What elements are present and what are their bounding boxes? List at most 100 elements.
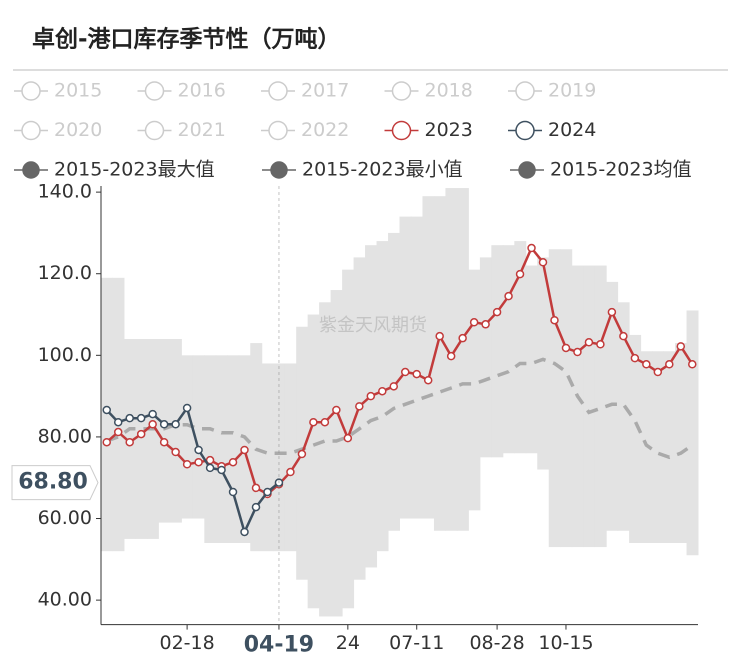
range-band [204, 355, 217, 543]
data-point [653, 367, 663, 377]
data-point [171, 447, 180, 457]
range-band [192, 355, 205, 519]
range-band [135, 339, 148, 539]
watermark: 紫金天风期货 [319, 315, 427, 336]
data-point [400, 367, 410, 377]
series-line [105, 405, 280, 536]
range-band [606, 281, 619, 531]
legend-label: 2024 [548, 119, 596, 141]
y-tick-label: 140.0 [38, 181, 92, 203]
y-tick-label: 60.00 [38, 507, 92, 529]
data-point [435, 331, 444, 341]
legend-marker [268, 120, 288, 141]
data-point [561, 343, 571, 353]
legend-label: 2018 [425, 80, 473, 102]
data-point [412, 369, 421, 379]
range-band [365, 245, 378, 568]
legend-label: 2015-2023最大值 [54, 159, 215, 181]
range-band [629, 334, 642, 543]
data-point [619, 331, 628, 341]
y-tick-label: 40.00 [38, 589, 92, 611]
range-band [560, 249, 573, 548]
data-point [504, 291, 513, 301]
x-tick-label: 24 [336, 632, 360, 654]
legend-marker [21, 81, 41, 101]
range-band [583, 265, 596, 548]
legend-marker [21, 120, 41, 141]
data-point [642, 360, 651, 369]
x-tick-label: 02-18 [159, 632, 214, 654]
range-band [491, 245, 504, 458]
data-point [159, 437, 169, 447]
data-point [355, 402, 364, 411]
data-point [423, 375, 433, 385]
data-point [125, 413, 134, 423]
legend-marker [144, 120, 165, 141]
data-point [688, 360, 697, 369]
pointer-x-label: 04-19 [244, 633, 314, 658]
data-point [263, 487, 272, 497]
legend-marker [144, 81, 165, 101]
data-point [205, 463, 215, 473]
legend-label: 2015 [54, 80, 102, 102]
data-point [481, 320, 490, 329]
series-line [106, 357, 694, 460]
data-point [240, 445, 249, 455]
data-point [102, 405, 111, 415]
legend-label: 2016 [178, 80, 226, 102]
range-band [525, 265, 538, 454]
data-point [182, 403, 192, 413]
range-band [663, 351, 676, 543]
data-point [194, 445, 203, 455]
range-band [388, 232, 400, 531]
data-point [630, 353, 640, 363]
data-point [596, 340, 605, 349]
range-band [548, 249, 561, 548]
data-point [102, 437, 111, 447]
data-point [389, 382, 399, 391]
data-point [665, 360, 674, 369]
data-point [515, 269, 525, 279]
data-point [297, 449, 307, 459]
range-band [652, 351, 665, 543]
data-point [550, 315, 559, 325]
data-point [240, 527, 249, 537]
y-tick-label: 100.0 [38, 344, 92, 366]
range-band [146, 339, 159, 539]
legend-label: 2020 [54, 119, 102, 141]
data-point [676, 342, 686, 351]
legend-label: 2017 [301, 80, 349, 102]
legend-marker [518, 161, 536, 179]
range-band [514, 241, 527, 454]
range-band [181, 355, 194, 519]
range-band [261, 363, 274, 552]
data-point [228, 487, 238, 497]
legend-label: 2022 [301, 119, 349, 141]
range-band [399, 216, 412, 519]
data-point [378, 386, 387, 396]
range-band [675, 343, 688, 543]
range-band [468, 269, 481, 511]
data-point [286, 467, 295, 477]
range-band [433, 196, 446, 531]
x-tick-label: 07-11 [389, 632, 444, 654]
legend-label: 2023 [425, 119, 473, 141]
range-band [353, 257, 366, 580]
data-point [136, 429, 146, 439]
range-band [422, 196, 435, 519]
data-point [125, 437, 134, 447]
range-band [158, 339, 171, 523]
data-point [251, 502, 261, 512]
legend-marker [515, 81, 535, 101]
legend-label: 2015-2023均值 [550, 159, 692, 181]
range-band [537, 257, 550, 470]
data-point [366, 391, 376, 401]
data-point [538, 258, 548, 267]
data-point [584, 338, 594, 347]
data-point [182, 460, 192, 469]
data-point [228, 457, 238, 467]
data-point [159, 420, 169, 429]
range-band [376, 241, 389, 552]
data-point [194, 457, 203, 467]
